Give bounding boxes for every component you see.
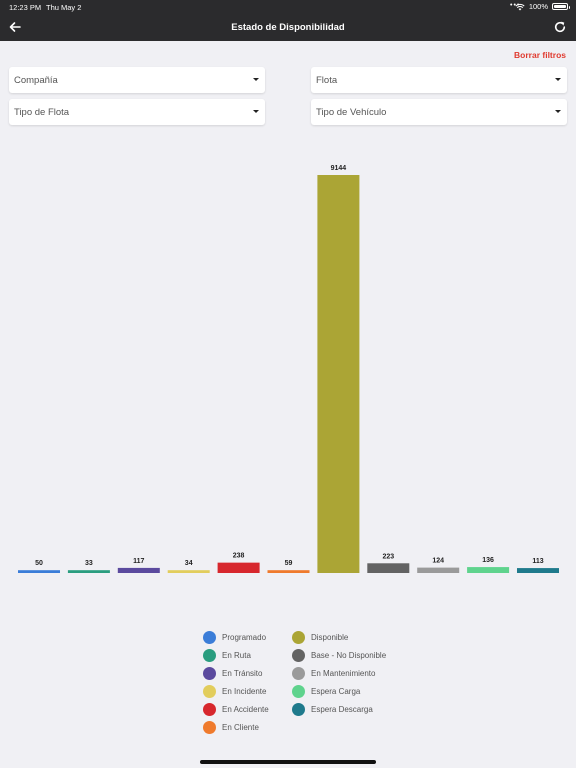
bar-value-label: 50 xyxy=(35,560,43,567)
legend-color-swatch xyxy=(203,702,216,716)
fleet-dropdown[interactable]: Flota xyxy=(311,67,567,93)
legend-label: En Cliente xyxy=(222,722,259,732)
legend-color-swatch xyxy=(203,720,216,734)
bar-value-label: 34 xyxy=(185,560,193,567)
legend-item: Base - No Disponible xyxy=(292,648,386,662)
caret-down-icon xyxy=(555,78,561,81)
battery-percentage: 100% xyxy=(528,2,548,11)
legend-item: En Accidente xyxy=(203,702,269,716)
battery-icon xyxy=(552,3,570,10)
home-indicator xyxy=(200,760,376,764)
page-title: Estado de Disponibilidad xyxy=(231,22,345,33)
fleet-dropdown-label: Flota xyxy=(316,75,338,86)
legend-color-swatch xyxy=(292,666,305,680)
company-dropdown-label: Compañía xyxy=(14,75,58,86)
refresh-icon[interactable] xyxy=(553,20,567,34)
multitasking-dots-icon: ••• xyxy=(510,2,521,9)
bar-espera-descarga xyxy=(517,568,559,573)
legend-color-swatch xyxy=(292,684,305,698)
legend-item: En Incidente xyxy=(203,684,266,698)
bar-value-label: 136 xyxy=(482,557,494,564)
bar-value-label: 113 xyxy=(532,558,543,565)
bar-en-ruta xyxy=(67,570,110,573)
legend-item: En Ruta xyxy=(203,648,251,662)
navigation-bar: Estado de Disponibilidad xyxy=(0,14,576,41)
status-indicators: 100% xyxy=(515,2,570,11)
caret-down-icon xyxy=(253,78,259,81)
bar-en-accidente xyxy=(217,562,260,573)
legend-item: En Tránsito xyxy=(203,666,262,680)
legend-color-swatch xyxy=(292,648,305,662)
legend-color-swatch xyxy=(203,684,216,698)
legend-label: En Accidente xyxy=(222,704,269,714)
bar-programado xyxy=(18,570,60,573)
legend-label: Espera Carga xyxy=(311,686,361,696)
caret-down-icon xyxy=(253,110,259,113)
clear-filters-link[interactable]: Borrar filtros xyxy=(514,50,566,60)
legend-label: En Ruta xyxy=(222,650,251,660)
legend-color-swatch xyxy=(203,630,216,644)
back-arrow-icon[interactable] xyxy=(8,20,22,34)
legend-color-swatch xyxy=(203,666,216,680)
vehicle-type-dropdown[interactable]: Tipo de Vehículo xyxy=(311,99,567,125)
legend-label: En Incidente xyxy=(222,686,267,696)
legend-label: Espera Descarga xyxy=(311,704,373,714)
legend-label: Base - No Disponible xyxy=(311,650,387,660)
company-dropdown[interactable]: Compañía xyxy=(9,67,265,93)
legend-item: En Mantenimiento xyxy=(292,666,375,680)
legend-label: Programado xyxy=(222,632,267,642)
status-date: Thu May 2 xyxy=(46,3,82,12)
wifi-icon xyxy=(515,3,525,10)
bar-en-mantenimiento xyxy=(417,567,460,573)
legend-item: Espera Carga xyxy=(292,684,360,698)
legend-label: En Mantenimiento xyxy=(311,668,376,678)
bar-en-tr-nsito xyxy=(117,567,160,573)
bar-disponible xyxy=(317,175,360,573)
legend-label: Disponible xyxy=(311,632,349,642)
bar-value-label: 9144 xyxy=(331,165,347,172)
bar-base-no-disponible xyxy=(367,563,410,573)
bar-value-label: 223 xyxy=(382,553,394,560)
availability-bar-chart: 50 33 117 34 238 59 9144 223 124 136 113 xyxy=(18,165,559,573)
legend-color-swatch xyxy=(203,648,216,662)
caret-down-icon xyxy=(555,110,561,113)
legend-item: Programado xyxy=(203,630,266,644)
bar-en-incidente xyxy=(167,570,210,573)
legend-item: Disponible xyxy=(292,630,348,644)
bar-en-cliente xyxy=(267,570,310,573)
fleet-type-dropdown-label: Tipo de Flota xyxy=(14,107,70,118)
status-time: 12:23 PM xyxy=(9,3,42,12)
legend-item: En Cliente xyxy=(203,720,259,734)
bar-value-label: 238 xyxy=(233,553,245,560)
bar-value-label: 33 xyxy=(85,560,93,567)
legend-label: En Tránsito xyxy=(222,668,263,678)
status-bar: 12:23 PM Thu May 2 ••• 100% xyxy=(0,0,576,14)
bar-espera-carga xyxy=(467,567,510,573)
bar-value-label: 59 xyxy=(285,560,293,567)
legend-color-swatch xyxy=(292,702,305,716)
fleet-type-dropdown[interactable]: Tipo de Flota xyxy=(9,99,265,125)
legend-color-swatch xyxy=(292,630,305,644)
bar-value-label: 117 xyxy=(133,558,144,565)
vehicle-type-dropdown-label: Tipo de Vehículo xyxy=(316,107,387,118)
legend-item: Espera Descarga xyxy=(292,702,373,716)
bar-value-label: 124 xyxy=(432,558,444,565)
